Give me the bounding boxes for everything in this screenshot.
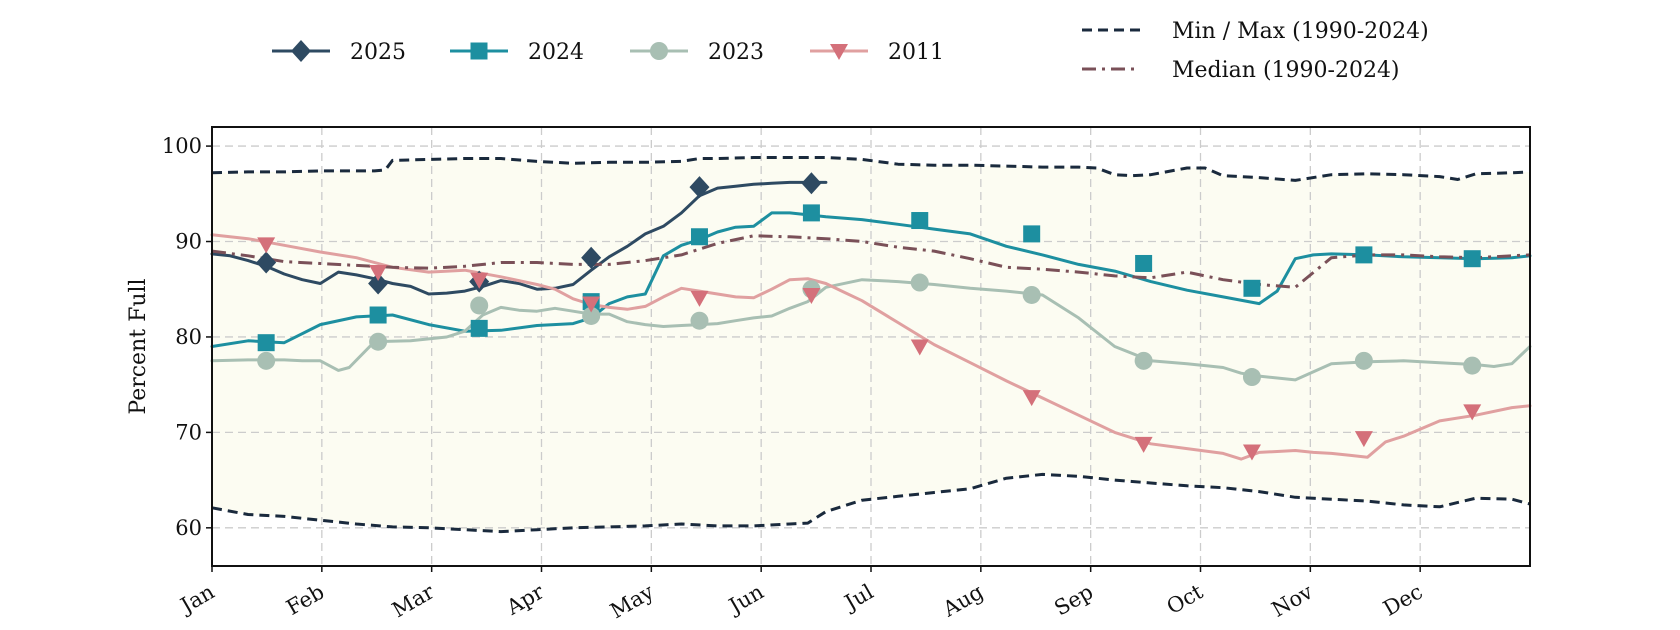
- series-line-2023: [210, 278, 1532, 382]
- marker-2024: [1135, 254, 1153, 272]
- marker-2023: [257, 351, 276, 370]
- x-ticks: Jan Feb Mar Apr May Jun Jul Aug Sep Oct Nov Dec: [175, 566, 1427, 623]
- marker-2024: [257, 334, 275, 352]
- y-tick-label: 100: [162, 134, 202, 158]
- series-line-median-1990-2024-: [211, 234, 1531, 289]
- x-tick-label: Feb: [282, 580, 328, 620]
- marker-2024: [690, 228, 708, 246]
- x-tick-label: Sep: [1050, 580, 1097, 621]
- legend-marker-2011: [830, 44, 848, 60]
- y-tick-label: 90: [175, 230, 202, 254]
- marker-2011: [1242, 444, 1261, 461]
- y-axis-title: Percent Full: [126, 278, 151, 414]
- marker-2011: [257, 237, 276, 254]
- y-tick-label: 80: [175, 325, 202, 349]
- marker-2025: [256, 251, 277, 274]
- marker-2025: [581, 246, 602, 269]
- legend-marker-2025: [291, 40, 311, 62]
- x-tick-label: Jun: [723, 580, 767, 620]
- x-tick-label: Jul: [839, 579, 878, 615]
- marker-2025: [801, 172, 822, 195]
- marker-2024: [802, 204, 820, 222]
- marker-2023: [369, 332, 388, 351]
- x-tick-label: Dec: [1379, 580, 1427, 621]
- marker-2023: [470, 296, 489, 315]
- legend-label-2025: 2025: [350, 40, 406, 65]
- marker-2024: [911, 212, 929, 230]
- x-tick-label: Mar: [388, 579, 439, 622]
- marker-2011: [369, 265, 388, 282]
- marker-2024: [1023, 225, 1041, 243]
- marker-2023: [1354, 351, 1373, 370]
- series-line-2011: [210, 233, 1532, 461]
- min-max-band-fill: [212, 157, 1530, 532]
- marker-2023: [1242, 368, 1261, 387]
- marker-2023: [1134, 351, 1153, 370]
- y-ticks: 60 70 80 90 100: [162, 134, 212, 540]
- marker-2025: [689, 176, 710, 199]
- marker-2011: [910, 339, 929, 356]
- legend-label-2011: 2011: [888, 40, 944, 65]
- series-line-min-max-1990-2024-: [211, 156, 1531, 182]
- marker-2024: [369, 306, 387, 324]
- min-max-band: [212, 157, 1530, 532]
- marker-2023: [1463, 356, 1482, 375]
- series-markers: [256, 172, 1482, 461]
- marker-2011: [1134, 436, 1153, 453]
- marker-2023: [582, 306, 601, 325]
- legend-label-2023: 2023: [708, 40, 764, 65]
- marker-2011: [1463, 404, 1482, 421]
- legend-label-2024: 2024: [528, 40, 584, 65]
- legend-label-median-1990-2024-: Median (1990-2024): [1172, 58, 1400, 83]
- x-tick-label: Apr: [502, 579, 549, 620]
- marker-2011: [1022, 390, 1041, 407]
- legend-marker-2023: [650, 42, 668, 60]
- marker-2011: [582, 296, 601, 313]
- marker-2024: [1355, 246, 1373, 264]
- marker-2011: [802, 287, 821, 304]
- x-tick-label: Oct: [1163, 579, 1208, 619]
- x-tick-label: May: [606, 579, 658, 623]
- x-tick-label: Aug: [938, 580, 987, 622]
- marker-2023: [690, 311, 709, 330]
- x-tick-label: Nov: [1268, 579, 1317, 621]
- legend-marker-2024: [470, 42, 488, 60]
- legend-label-min-max-1990-2024-: Min / Max (1990-2024): [1172, 19, 1429, 44]
- marker-2011: [1354, 431, 1373, 448]
- marker-2011: [690, 290, 709, 307]
- marker-2024: [1243, 279, 1261, 297]
- marker-2024: [470, 319, 488, 337]
- series-line-2025: [210, 180, 828, 296]
- marker-2025: [368, 272, 389, 295]
- marker-2023: [1022, 285, 1041, 304]
- y-tick-label: 70: [175, 420, 202, 444]
- legend: 2025 2024 2023 2011 Min / Max (1990-2024) Med…: [272, 19, 1429, 83]
- marker-2024: [1463, 250, 1481, 268]
- series-line-min: [211, 472, 1531, 534]
- marker-2011: [470, 272, 489, 289]
- marker-2023: [910, 273, 929, 292]
- y-tick-label: 60: [175, 516, 202, 540]
- x-tick-label: Jan: [175, 580, 219, 619]
- grid: [212, 127, 1530, 566]
